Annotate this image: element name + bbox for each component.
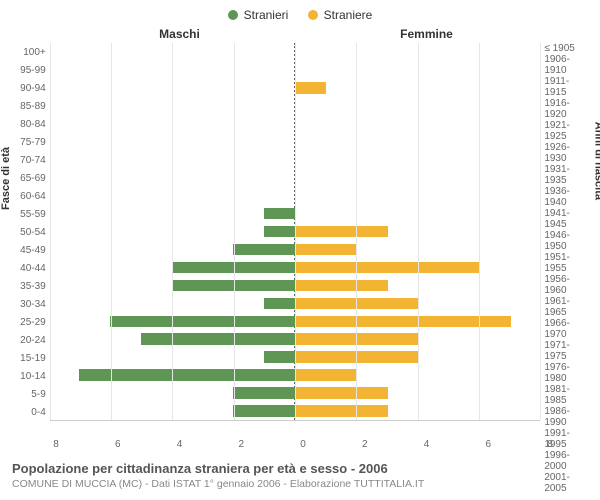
- age-tick-label: 40-44: [10, 263, 46, 274]
- birth-tick-label: ≤ 1905: [544, 43, 590, 54]
- birth-year-axis: ≤ 19051906-19101911-19151916-19201921-19…: [540, 43, 590, 421]
- birth-tick-label: 1976-1980: [544, 362, 590, 384]
- gridline: [295, 43, 296, 420]
- age-tick-label: 70-74: [10, 155, 46, 166]
- x-tick-label: 6: [115, 439, 121, 450]
- bar-male: [141, 333, 295, 345]
- birth-tick-label: 2001-2005: [544, 472, 590, 494]
- panel-titles: Maschi Femmine: [56, 27, 550, 41]
- birth-tick-label: 1906-1910: [544, 54, 590, 76]
- age-tick-label: 15-19: [10, 353, 46, 364]
- bar-male: [233, 387, 295, 399]
- legend-label: Straniere: [324, 8, 373, 22]
- age-tick-label: 30-34: [10, 299, 46, 310]
- age-tick-label: 50-54: [10, 227, 46, 238]
- x-tick-label: 2: [362, 439, 368, 450]
- gridline: [50, 43, 51, 420]
- circle-icon: [228, 10, 238, 20]
- age-axis: 100+ 95-99 90-94 85-89 80-84 75-79 70-74 65-69 6…: [10, 43, 50, 421]
- age-tick-label: 100+: [10, 47, 46, 58]
- age-tick-label: 75-79: [10, 137, 46, 148]
- x-tick-label: 4: [424, 439, 430, 450]
- bar-female: [295, 226, 388, 238]
- age-tick-label: 25-29: [10, 317, 46, 328]
- right-panel-title: Femmine: [303, 27, 550, 41]
- birth-tick-label: 1911-1915: [544, 76, 590, 98]
- chart-footer: Popolazione per cittadinanza straniera p…: [10, 461, 590, 490]
- birth-tick-label: 1971-1975: [544, 340, 590, 362]
- gridline: [479, 43, 480, 420]
- birth-tick-label: 1951-1955: [544, 252, 590, 274]
- bar-male: [110, 316, 295, 328]
- bar-female: [295, 262, 480, 274]
- population-pyramid-chart: Stranieri Straniere Maschi Femmine Fasce…: [0, 0, 600, 500]
- x-axis: 8 6 4 2 0 2 4 6 8: [56, 437, 550, 451]
- bar-male: [264, 208, 295, 220]
- birth-tick-label: 1926-1930: [544, 142, 590, 164]
- plot-area: Fasce di età Anni di nascita 100+95-9990…: [10, 43, 590, 437]
- legend-item-male: Stranieri: [228, 8, 289, 22]
- chart-subtitle: COMUNE DI MUCCIA (MC) - Dati ISTAT 1° ge…: [12, 478, 588, 490]
- age-tick-label: 35-39: [10, 281, 46, 292]
- legend-label: Stranieri: [244, 8, 289, 22]
- gridline: [356, 43, 357, 420]
- bar-female: [295, 405, 388, 417]
- gridline: [234, 43, 235, 420]
- age-tick-label: 45-49: [10, 245, 46, 256]
- x-tick-label: 6: [485, 439, 491, 450]
- x-tick-label: 2: [238, 439, 244, 450]
- age-tick-label: 0-4: [10, 407, 46, 418]
- birth-tick-label: 1961-1965: [544, 296, 590, 318]
- circle-icon: [308, 10, 318, 20]
- x-tick-label: 8: [53, 439, 59, 450]
- bar-male: [233, 405, 295, 417]
- bar-female: [295, 82, 326, 94]
- birth-tick-label: 1966-1970: [544, 318, 590, 340]
- bar-female: [295, 387, 388, 399]
- gridline: [172, 43, 173, 420]
- age-tick-label: 55-59: [10, 209, 46, 220]
- age-tick-label: 20-24: [10, 335, 46, 346]
- bar-female: [295, 369, 357, 381]
- birth-tick-label: 1921-1925: [544, 120, 590, 142]
- age-tick-label: 95-99: [10, 65, 46, 76]
- bar-male: [233, 244, 295, 256]
- gridline: [418, 43, 419, 420]
- chart-grid: [50, 43, 541, 421]
- bar-female: [295, 280, 388, 292]
- bar-male: [264, 298, 295, 310]
- birth-tick-label: 1956-1960: [544, 274, 590, 296]
- age-tick-label: 60-64: [10, 191, 46, 202]
- birth-tick-label: 1941-1945: [544, 208, 590, 230]
- birth-tick-label: 1936-1940: [544, 186, 590, 208]
- legend: Stranieri Straniere: [10, 8, 590, 23]
- y-axis-left-title: Fasce di età: [0, 147, 12, 210]
- birth-tick-label: 1931-1935: [544, 164, 590, 186]
- age-tick-label: 85-89: [10, 101, 46, 112]
- gridline: [540, 43, 541, 420]
- x-tick-label: 0: [300, 439, 306, 450]
- age-tick-label: 65-69: [10, 173, 46, 184]
- bar-female: [295, 244, 357, 256]
- y-axis-right-title: Anni di nascita: [592, 122, 600, 200]
- age-tick-label: 90-94: [10, 83, 46, 94]
- chart-title: Popolazione per cittadinanza straniera p…: [12, 461, 588, 476]
- age-tick-label: 80-84: [10, 119, 46, 130]
- gridline: [111, 43, 112, 420]
- birth-tick-label: 1916-1920: [544, 98, 590, 120]
- left-panel-title: Maschi: [56, 27, 303, 41]
- birth-tick-label: 1981-1985: [544, 384, 590, 406]
- bar-male: [264, 226, 295, 238]
- age-tick-label: 10-14: [10, 371, 46, 382]
- legend-item-female: Straniere: [308, 8, 373, 22]
- bar-male: [264, 351, 295, 363]
- birth-tick-label: 1986-1990: [544, 406, 590, 428]
- x-tick-label: 4: [177, 439, 183, 450]
- birth-tick-label: 1996-2000: [544, 450, 590, 472]
- x-tick-label: 8: [547, 439, 553, 450]
- age-tick-label: 5-9: [10, 389, 46, 400]
- birth-tick-label: 1946-1950: [544, 230, 590, 252]
